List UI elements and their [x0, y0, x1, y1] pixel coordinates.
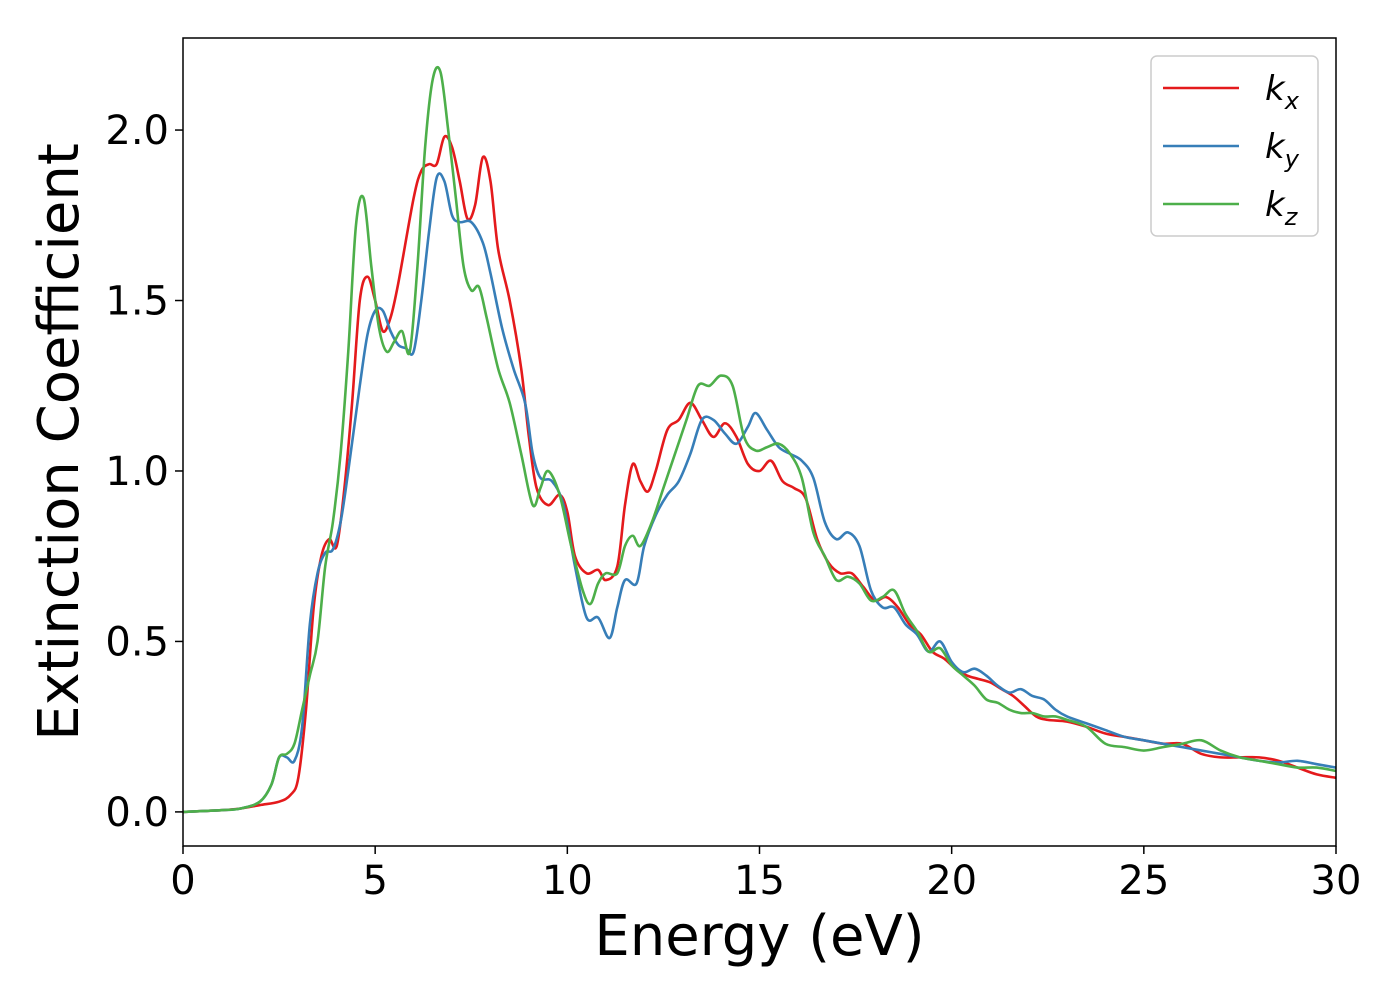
series-line-y	[183, 172, 1336, 814]
series-line-z	[183, 65, 1336, 814]
legend-label-x: kx	[1265, 69, 1300, 115]
y-tick-label: 2.0	[105, 108, 169, 154]
y-tick-label: 1.5	[105, 279, 169, 325]
plot-area	[183, 65, 1336, 814]
axes: 0 5 10 15 20 25 30 0.0 0.5 1.0 1.5 2.0	[105, 108, 1361, 904]
legend-label-z: kz	[1265, 185, 1299, 231]
y-axis-title: Extinction Coefficient	[27, 143, 92, 741]
legend: kx ky kz	[1150, 55, 1319, 237]
x-tick-label: 0	[170, 858, 195, 904]
x-tick-label: 10	[542, 858, 593, 904]
y-tick-label: 0.5	[105, 619, 169, 665]
x-tick-label: 5	[362, 858, 387, 904]
y-tick-label: 0.0	[105, 790, 169, 836]
x-tick-label: 30	[1311, 858, 1362, 904]
x-tick-label: 20	[926, 858, 977, 904]
x-tick-label: 15	[734, 858, 785, 904]
x-tick-label: 25	[1118, 858, 1169, 904]
x-axis-title: Energy (eV)	[594, 904, 924, 969]
y-tick-label: 1.0	[105, 449, 169, 495]
legend-label-y: ky	[1265, 127, 1300, 173]
plot-frame	[182, 37, 1337, 847]
